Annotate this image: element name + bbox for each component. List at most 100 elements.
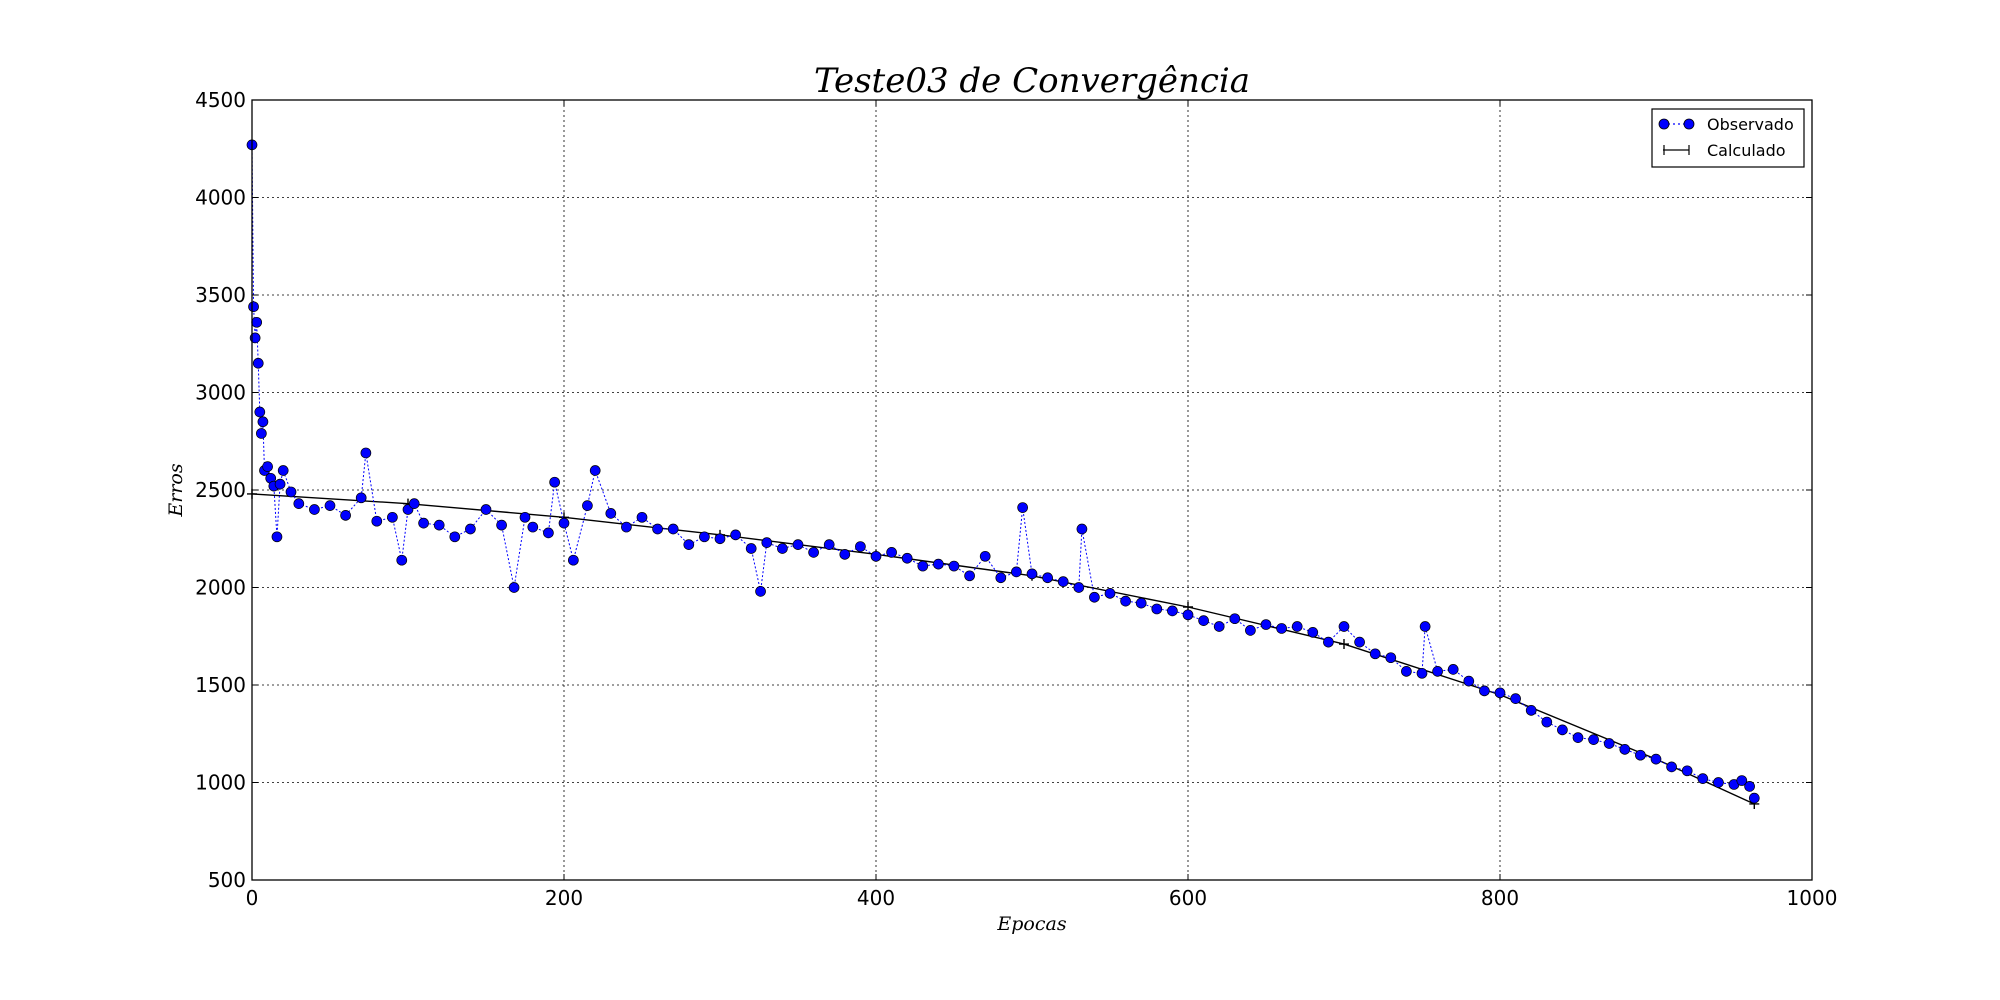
observed-point-121 [1748,792,1760,804]
observed-point-42 [605,508,617,519]
x-axis-label: Epocas [996,913,1066,935]
observed-point-56 [808,547,819,558]
observed-point-61 [886,547,897,558]
observed-point-9 [262,461,273,472]
y-axis-label: Erros [165,463,187,517]
observed-point-109 [1588,734,1599,745]
observed-point-35 [527,521,539,533]
observed-point-60 [870,550,882,562]
observed-point-68 [995,572,1007,584]
observed-point-32 [496,519,507,531]
observed-point-80 [1151,603,1163,615]
observed-point-110 [1603,738,1615,749]
x-tick-label-400: 400 [857,886,895,910]
observed-point-1 [248,301,259,313]
observed-point-58 [839,548,851,560]
y-tick-label-2500: 2500 [195,478,246,502]
observed-point-88 [1276,623,1287,634]
observed-point-86 [1245,625,1256,636]
observed-point-34 [519,511,531,523]
observed-point-101 [1463,675,1475,687]
observed-point-36 [543,527,554,539]
observed-point-73 [1057,576,1069,588]
observed-point-49 [714,533,726,545]
observed-point-89 [1291,621,1303,632]
legend-observed-marker-b [1683,118,1695,130]
observed-point-43 [621,521,632,533]
observed-point-40 [582,500,593,511]
observed-point-55 [792,539,804,550]
observed-point-53 [761,537,773,549]
observed-point-16 [293,498,305,509]
observed-point-57 [823,539,835,550]
observed-point-37 [549,476,560,488]
observed-point-67 [979,550,991,562]
legend-calculated-label: Calculado [1707,141,1786,160]
observed-point-29 [449,531,461,543]
y-tick-label-1000: 1000 [195,771,246,795]
observed-point-51 [745,543,757,554]
observed-point-78 [1120,595,1131,607]
grid [252,100,1812,880]
x-tick-label-800: 800 [1481,886,1519,910]
y-tick-label-2000: 2000 [195,576,246,600]
x-tick-label-600: 600 [1169,886,1207,910]
observed-point-47 [683,539,695,550]
observed-point-48 [699,531,710,543]
observed-point-117 [1713,777,1724,788]
observed-point-33 [508,582,520,593]
calculated-point-7 [1339,639,1349,650]
observed-series [246,139,1760,804]
observed-point-115 [1681,765,1693,777]
observed-point-99 [1432,665,1443,677]
observed-point-94 [1369,648,1381,660]
observed-point-77 [1104,587,1116,599]
axis-ticks: 0 200 400 600 800 1000 500 1000 1500 2000 2500 3000… [195,88,1837,910]
observed-point-111 [1619,743,1631,755]
legend-box [1651,108,1805,168]
x-tick-label-0: 0 [246,886,259,910]
x-tick-label-200: 200 [545,886,583,910]
observed-point-71 [1026,568,1038,580]
observed-point-116 [1697,773,1709,784]
observed-point-63 [917,560,929,572]
observed-point-114 [1666,761,1677,773]
observed-point-75 [1076,523,1088,535]
observed-point-119 [1736,775,1748,786]
chart-title: Teste03 de Convergência [814,61,1250,101]
legend-observed-marker-a [1658,118,1670,130]
observed-point-13 [274,478,286,490]
observed-point-113 [1650,753,1662,765]
observed-point-104 [1510,693,1521,705]
observed-point-92 [1338,621,1350,632]
observed-point-74 [1073,582,1085,593]
observed-point-26 [408,498,420,509]
observed-point-41 [589,465,601,476]
observed-point-105 [1525,704,1537,716]
observed-point-66 [964,570,975,582]
observed-point-107 [1557,724,1568,736]
observed-point-59 [855,541,866,552]
legend-calculated-marker [1663,145,1690,155]
observed-point-64 [933,558,944,570]
observed-point-70 [1017,502,1028,513]
observed-point-44 [636,511,648,523]
y-tick-label-1500: 1500 [195,673,246,697]
observed-point-106 [1541,716,1553,728]
observed-point-108 [1572,732,1584,744]
observed-point-98 [1419,621,1431,632]
observed-point-22 [371,515,383,527]
observed-point-96 [1401,665,1412,677]
observed-point-23 [387,511,398,523]
observed-point-6 [256,428,267,439]
observed-point-28 [433,519,445,531]
observed-line [251,144,1755,799]
observed-point-27 [418,517,429,529]
observed-point-3 [251,316,263,328]
observed-point-62 [901,552,913,564]
observed-point-7 [257,416,269,428]
observed-point-85 [1229,613,1241,625]
observed-point-5 [254,406,266,418]
y-tick-label-3000: 3000 [195,381,246,405]
